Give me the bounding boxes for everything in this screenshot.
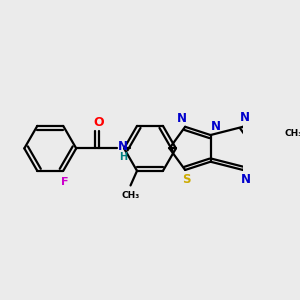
Text: CH₃: CH₃: [122, 191, 140, 200]
Text: F: F: [61, 177, 69, 187]
Text: N: N: [240, 111, 250, 124]
Text: N: N: [241, 173, 251, 186]
Text: N: N: [210, 120, 220, 134]
Text: H: H: [119, 152, 127, 162]
Text: CH₃: CH₃: [285, 129, 300, 138]
Text: N: N: [118, 140, 128, 153]
Text: N: N: [177, 112, 187, 125]
Text: S: S: [182, 173, 191, 186]
Text: O: O: [94, 116, 104, 129]
